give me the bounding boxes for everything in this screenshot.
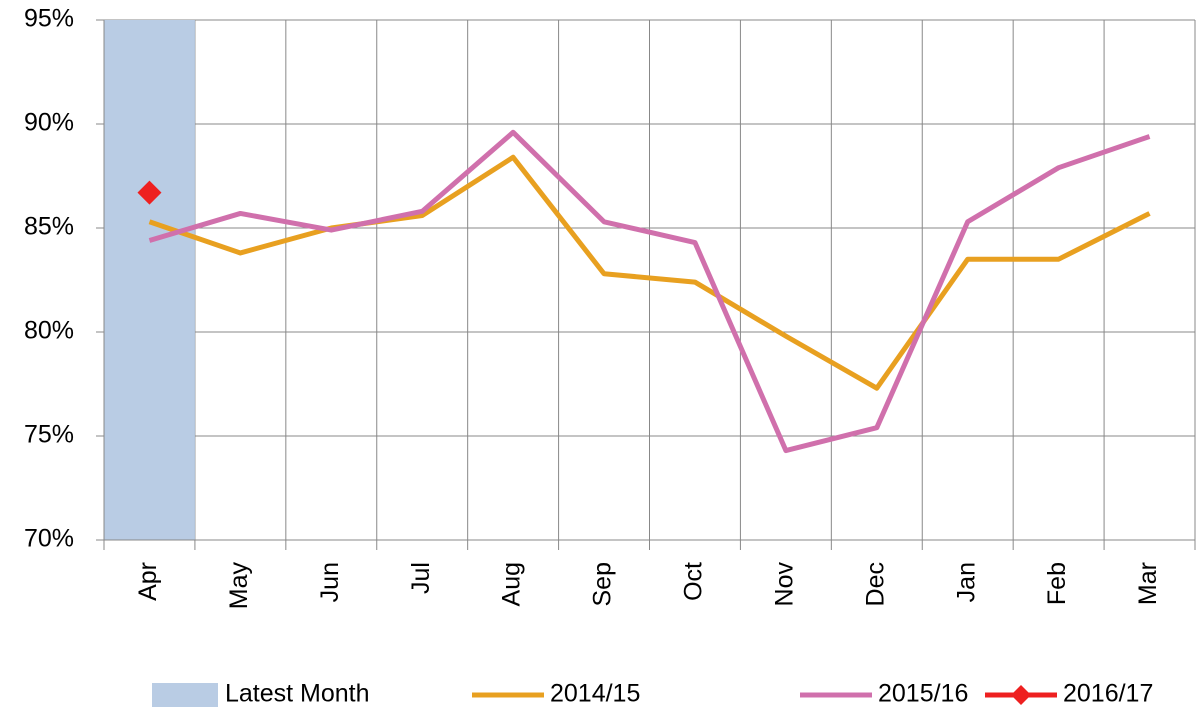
bar — [104, 20, 195, 540]
legend-label: 2014/15 — [550, 680, 640, 708]
line-series — [148, 129, 1151, 454]
legend-swatch — [152, 683, 218, 707]
x-tick-label: Apr — [134, 562, 162, 601]
legend-label: 2016/17 — [1063, 680, 1153, 708]
line-series — [148, 154, 1151, 391]
x-tick-label: Oct — [680, 562, 708, 601]
x-tick-label: Aug — [498, 562, 526, 606]
marker — [137, 180, 162, 205]
x-tick-label: May — [225, 562, 253, 610]
x-tick-label: Jan — [952, 562, 980, 602]
x-tick-label: Dec — [861, 562, 889, 606]
y-tick-label: 70% — [24, 525, 74, 553]
y-tick-label: 85% — [24, 213, 74, 241]
x-tick-label: Jun — [316, 562, 344, 602]
x-tick-label: Sep — [589, 562, 617, 606]
y-tick-label: 95% — [24, 5, 74, 33]
legend-marker — [1011, 685, 1031, 705]
x-tick-label: Jul — [407, 562, 435, 594]
x-tick-label: Nov — [770, 562, 798, 607]
legend-label: Latest Month — [225, 680, 370, 708]
legend-label: 2015/16 — [878, 680, 968, 708]
x-tick-label: Feb — [1043, 562, 1071, 605]
y-tick-label: 75% — [24, 421, 74, 449]
y-tick-label: 80% — [24, 317, 74, 345]
y-tick-label: 90% — [24, 109, 74, 137]
x-tick-label: Mar — [1134, 562, 1162, 605]
